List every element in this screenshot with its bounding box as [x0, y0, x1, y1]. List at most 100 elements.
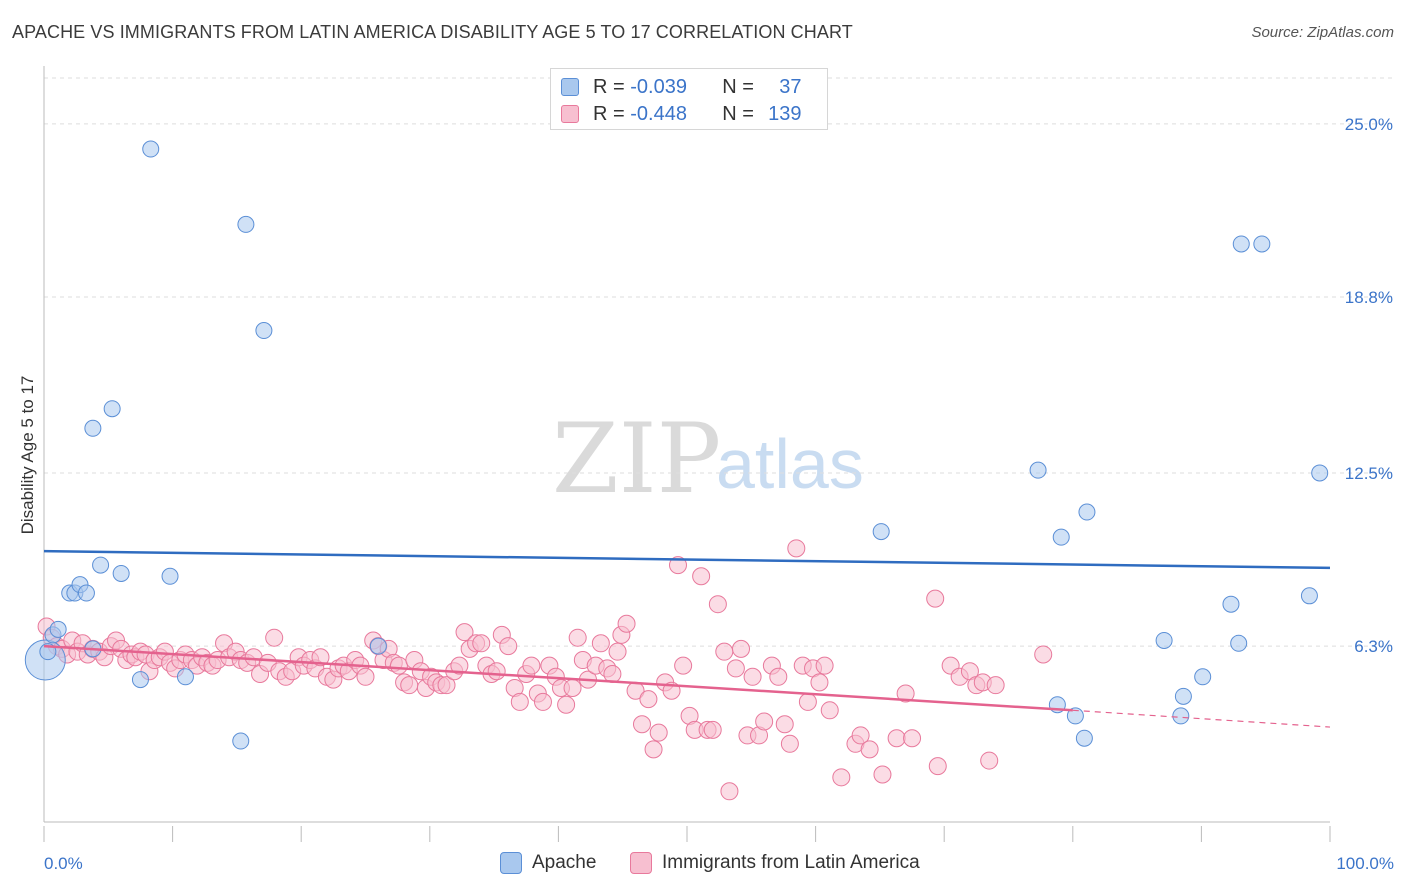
latin-point: [703, 720, 722, 739]
latin-point: [311, 648, 330, 667]
r-value: -0.039: [630, 75, 687, 98]
apache-point: [49, 620, 67, 638]
trend-lines: [43, 549, 1331, 728]
latin-point: [815, 656, 834, 675]
apache-point: [1029, 461, 1047, 479]
r-value: -0.448: [630, 102, 687, 125]
apache-point: [232, 732, 250, 750]
y-tick-label: 12.5%: [1345, 464, 1393, 483]
latin-point: [903, 729, 922, 748]
apache-point: [112, 564, 130, 582]
latin-point: [437, 676, 456, 695]
apache-point: [1300, 587, 1318, 605]
latin-point: [726, 659, 745, 678]
latin-point: [851, 726, 870, 745]
apache-point: [369, 637, 387, 655]
latin-point: [896, 684, 915, 703]
latin-point: [674, 656, 693, 675]
x-tick-label: 0.0%: [44, 854, 83, 873]
latin-point: [780, 734, 799, 753]
apache-point: [237, 215, 255, 233]
watermark-atlas: atlas: [716, 425, 864, 503]
legend-item-latin[interactable]: Immigrants from Latin America: [630, 852, 920, 874]
apache-point: [161, 567, 179, 585]
apache-point: [1230, 634, 1248, 652]
latin-point: [608, 642, 627, 661]
latin-point: [928, 757, 947, 776]
latin-point: [668, 556, 687, 575]
latin-point: [787, 539, 806, 558]
axes: [43, 66, 1331, 842]
latin-point: [472, 634, 491, 653]
apache-point: [176, 668, 194, 686]
latin-point: [926, 589, 945, 608]
n-value: 139: [768, 102, 802, 125]
latin-point: [769, 667, 788, 686]
apache-point: [1311, 464, 1329, 482]
apache-point: [1194, 668, 1212, 686]
latin-point: [1034, 645, 1053, 664]
n-label: N =: [722, 75, 760, 98]
r-label: R =: [593, 75, 631, 98]
watermark: ZIP atlas: [552, 403, 864, 515]
latin-point: [591, 634, 610, 653]
latin-point: [649, 723, 668, 742]
latin-point: [617, 614, 636, 633]
stats-row-apache: R = -0.039 N = 37: [561, 76, 802, 98]
apache-point: [1078, 503, 1096, 521]
latin-trend-line: [43, 644, 1073, 712]
latin-point: [755, 712, 774, 731]
y-tick-label: 6.3%: [1354, 637, 1393, 656]
latin-point: [639, 690, 658, 709]
apache-point: [103, 400, 121, 418]
apache-trend-line: [43, 549, 1331, 570]
latin-point: [557, 695, 576, 714]
legend-item-apache[interactable]: Apache: [500, 852, 596, 874]
latin-point: [487, 662, 506, 681]
latin-point: [692, 567, 711, 586]
source-label: Source: ZipAtlas.com: [1251, 24, 1394, 41]
apache-point: [1232, 235, 1250, 253]
latin-point: [644, 740, 663, 759]
apache-point: [1253, 235, 1271, 253]
latin-trend-extension: [1072, 709, 1331, 728]
latin-point: [499, 637, 518, 656]
latin-point: [980, 751, 999, 770]
latin-point: [265, 628, 284, 647]
latin-point: [720, 782, 739, 801]
latin-point: [860, 740, 879, 759]
latin-point: [708, 595, 727, 614]
n-label: N =: [722, 102, 760, 125]
latin-point: [715, 642, 734, 661]
latin-point: [810, 673, 829, 692]
apache-legend-swatch: [500, 852, 522, 874]
latin-point: [510, 692, 529, 711]
latin-point: [400, 676, 419, 695]
apache-point: [1155, 631, 1173, 649]
latin-point: [522, 656, 541, 675]
latin-point: [732, 639, 751, 658]
y-tick-labels: 6.3% 12.5% 18.8% 25.0%: [1345, 115, 1393, 656]
latin-point: [450, 656, 469, 675]
y-tick-label: 18.8%: [1345, 288, 1393, 307]
latin-point: [798, 692, 817, 711]
latin-point: [389, 656, 408, 675]
apache-legend-label: Apache: [532, 852, 597, 873]
latin-point: [986, 676, 1005, 695]
latin-point: [832, 768, 851, 787]
stats-box: R = -0.039 N = 37 R = -0.448 N = 139: [550, 68, 828, 130]
apache-point: [142, 140, 160, 158]
latin-legend-swatch: [630, 852, 652, 874]
chart-title: APACHE VS IMMIGRANTS FROM LATIN AMERICA …: [12, 22, 853, 42]
latin-point: [887, 729, 906, 748]
n-value: 37: [779, 75, 802, 98]
latin-point: [820, 701, 839, 720]
latin-point: [873, 765, 892, 784]
r-label: R =: [593, 102, 631, 125]
latin-point: [356, 667, 375, 686]
latin-legend-label: Immigrants from Latin America: [662, 852, 920, 873]
latin-point: [533, 692, 552, 711]
stats-row-latin: R = -0.448 N = 139: [561, 103, 802, 125]
apache-point: [1066, 707, 1084, 725]
